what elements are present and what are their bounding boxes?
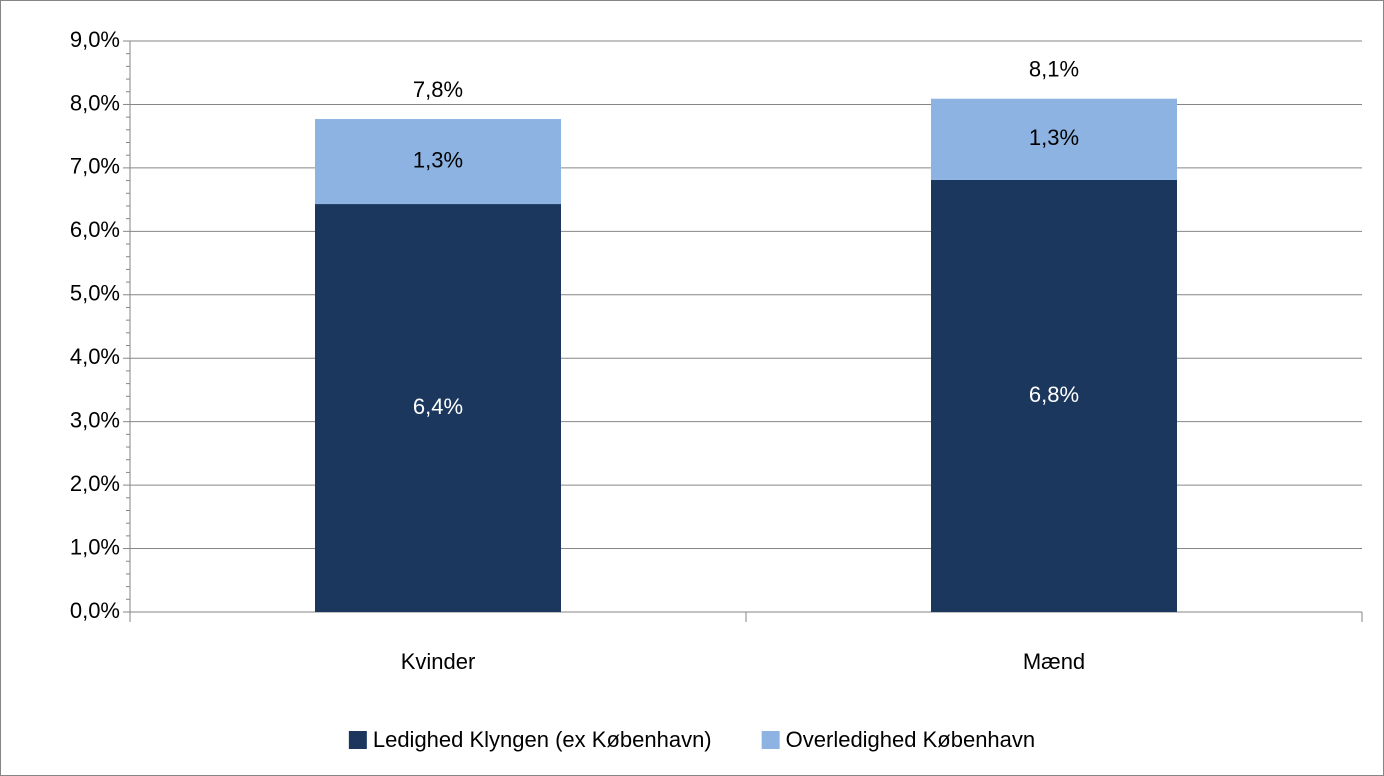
legend-swatch <box>348 731 367 749</box>
value-label: 1,3% <box>1029 125 1079 150</box>
y-tick-label: 3,0% <box>70 407 120 432</box>
y-tick-label: 2,0% <box>70 471 120 496</box>
y-tick-label: 7,0% <box>70 154 120 179</box>
bar-segment <box>315 119 561 205</box>
value-label: 6,4% <box>413 394 463 419</box>
legend-swatch <box>761 731 780 749</box>
y-tick-label: 0,0% <box>70 598 120 623</box>
y-tick-label: 8,0% <box>70 90 120 115</box>
y-tick-label: 4,0% <box>70 344 120 369</box>
y-tick-label: 9,0% <box>70 27 120 52</box>
value-label: 1,3% <box>413 147 463 172</box>
y-tick-label: 6,0% <box>70 217 120 242</box>
x-tick-label: Kvinder <box>401 649 476 674</box>
x-tick-label: Mænd <box>1023 649 1085 674</box>
bar-segment <box>931 98 1177 180</box>
y-tick-label: 5,0% <box>70 281 120 306</box>
bar-segment <box>315 204 561 612</box>
y-tick-label: 1,0% <box>70 534 120 559</box>
legend-label: Overledighed København <box>786 727 1036 752</box>
legend-label: Ledighed Klyngen (ex København) <box>373 727 712 752</box>
total-label: 7,8% <box>413 77 463 102</box>
bar-segment <box>931 179 1177 612</box>
total-label: 8,1% <box>1029 57 1079 82</box>
value-label: 6,8% <box>1029 382 1079 407</box>
